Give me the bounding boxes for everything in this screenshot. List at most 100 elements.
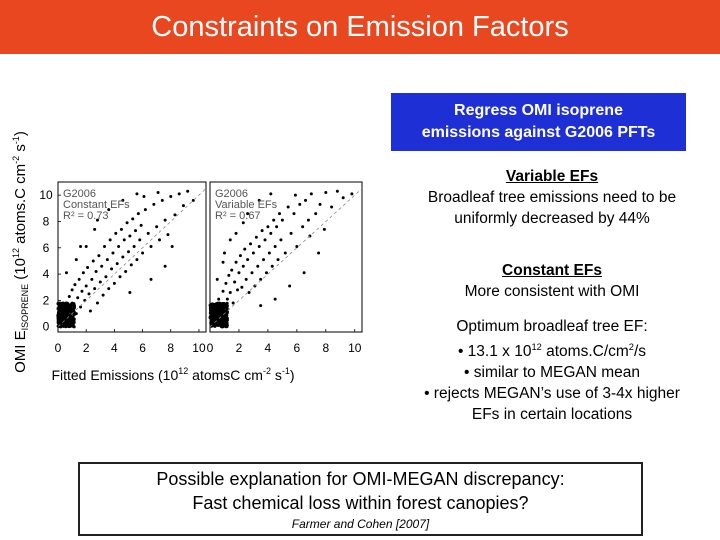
x-tick-label: 4 [111, 341, 118, 355]
data-point [95, 301, 99, 305]
data-point-cluster [66, 322, 70, 326]
data-point-cluster [72, 325, 76, 329]
data-point [262, 258, 266, 262]
data-point-cluster [208, 306, 213, 310]
data-point-cluster [56, 311, 61, 315]
data-point-cluster [62, 322, 67, 327]
data-point-cluster [223, 321, 228, 326]
optimum-line-4: • rejects MEGAN’s use of 3-4x higher [424, 385, 680, 403]
x-tick-label: 10 [348, 341, 362, 355]
data-point [81, 271, 85, 275]
data-point [94, 269, 98, 273]
data-point [215, 277, 219, 281]
data-point [93, 287, 97, 291]
data-point-cluster [208, 303, 212, 308]
data-point [115, 262, 119, 266]
y-ticks: 0 2 4 6 8 10 [39, 188, 61, 334]
panel-constant-label-2: Constant EFs [63, 199, 130, 211]
data-point [246, 212, 250, 216]
data-point [74, 312, 78, 316]
data-point-cluster [68, 324, 72, 328]
data-point [246, 258, 250, 262]
data-point [155, 225, 159, 229]
data-point [107, 287, 111, 291]
data-point [317, 251, 321, 255]
data-point [177, 192, 181, 196]
data-point [135, 258, 139, 262]
data-point [139, 223, 143, 227]
data-point-cluster [212, 314, 216, 318]
optimum-line-2: • 13.1 x 1012 atoms.C/cm2/s [457, 342, 647, 361]
data-point [108, 238, 112, 242]
x-tick-label: 6 [294, 341, 301, 355]
data-point [279, 238, 283, 242]
data-point [309, 192, 313, 196]
explanation-line-1: Possible explanation for OMI-MEGAN discr… [156, 469, 565, 489]
data-point [247, 291, 251, 295]
data-point [257, 198, 261, 202]
data-point [335, 189, 339, 193]
data-point [224, 281, 228, 285]
data-point [131, 217, 135, 221]
variable-efs-line-2: uniformly decreased by 44% [454, 210, 650, 227]
data-point [60, 314, 64, 318]
data-point-cluster [72, 306, 76, 310]
data-point [230, 268, 234, 272]
data-point [142, 194, 146, 198]
data-point [128, 291, 132, 295]
panel-constant-frame [57, 181, 207, 333]
data-point [136, 212, 140, 216]
data-point [181, 204, 185, 208]
data-point-cluster [69, 304, 73, 308]
panel-variable-one-to-one-line [209, 188, 363, 328]
panel-variable-frame [209, 181, 363, 333]
data-point [244, 277, 248, 281]
x-tick-label: 0 [207, 341, 214, 355]
regression-callout: Regress OMI isoprene emissions against G… [391, 93, 686, 151]
variable-efs-line-1: Broadleaf tree emissions need to be [427, 189, 677, 206]
data-point [64, 271, 68, 275]
panel-variable-label-2: Variable EFs [215, 199, 278, 211]
x-tick-label: 8 [167, 341, 174, 355]
data-point [273, 297, 277, 301]
data-point [104, 275, 108, 279]
data-point [221, 289, 225, 293]
data-point [166, 233, 170, 237]
data-point [100, 264, 104, 268]
data-point [122, 238, 126, 242]
data-point [350, 192, 354, 196]
data-point [280, 218, 284, 222]
data-point [149, 277, 153, 281]
data-point [69, 306, 73, 310]
data-point [221, 260, 225, 264]
data-point [72, 302, 76, 306]
data-point [254, 235, 258, 239]
panel-constant-r2: R² = 0.73 [63, 210, 109, 222]
y-tick-label: 4 [43, 267, 50, 281]
data-point [114, 231, 118, 235]
data-point [70, 317, 74, 321]
data-point-cluster [61, 303, 65, 307]
data-point [228, 291, 232, 295]
data-point [288, 284, 292, 288]
data-point [76, 296, 80, 300]
data-point [269, 231, 273, 235]
data-point-cluster [212, 302, 216, 306]
data-point [134, 229, 138, 233]
y-tick-label: 6 [43, 241, 50, 255]
data-point [256, 264, 260, 268]
data-point [95, 218, 99, 222]
data-point [138, 238, 142, 242]
data-point [241, 221, 245, 225]
x-tick-label: 0 [55, 341, 62, 355]
data-point [169, 194, 173, 198]
data-point [87, 292, 91, 296]
data-point [298, 202, 302, 206]
data-point [270, 264, 274, 268]
data-point [225, 297, 229, 301]
data-point [121, 198, 125, 202]
data-point [215, 306, 219, 310]
panel-variable-x-ticks: 0 2 4 6 8 10 [207, 329, 362, 355]
explanation-box: Possible explanation for OMI-MEGAN discr… [78, 462, 643, 536]
data-point [241, 264, 245, 268]
